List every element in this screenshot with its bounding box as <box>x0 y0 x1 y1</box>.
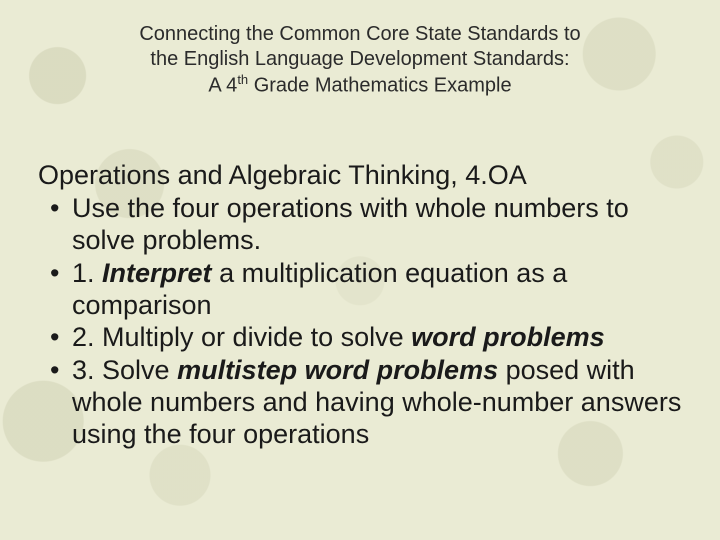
bullet-segment: 2. Multiply or divide to solve <box>72 322 411 352</box>
body-heading: Operations and Algebraic Thinking, 4.OA <box>38 159 682 191</box>
bullet-segment: multistep word problems <box>177 355 498 385</box>
list-item: 2. Multiply or divide to solve word prob… <box>38 322 682 354</box>
slide-body: Operations and Algebraic Thinking, 4.OA … <box>38 159 682 451</box>
list-item: 3. Solve multistep word problems posed w… <box>38 355 682 451</box>
slide-title: Connecting the Common Core State Standar… <box>80 22 640 99</box>
bullet-segment: word problems <box>411 322 605 352</box>
bullet-segment: 1. <box>72 258 102 288</box>
title-line-1: Connecting the Common Core State Standar… <box>80 22 640 47</box>
title-line-2: the English Language Development Standar… <box>80 47 640 72</box>
title-line-3-prefix: A 4 <box>208 75 237 97</box>
list-item: 1. Interpret a multiplication equation a… <box>38 258 682 322</box>
bullet-list: Use the four operations with whole numbe… <box>38 193 682 451</box>
bullet-segment: Use the four operations with whole numbe… <box>72 193 629 255</box>
title-line-3-suffix: Grade Mathematics Example <box>248 75 511 97</box>
bullet-segment: Interpret <box>102 258 212 288</box>
list-item: Use the four operations with whole numbe… <box>38 193 682 257</box>
title-line-3: A 4th Grade Mathematics Example <box>80 72 640 99</box>
title-line-3-ordinal: th <box>237 72 248 87</box>
slide: Connecting the Common Core State Standar… <box>0 0 720 540</box>
bullet-segment: 3. Solve <box>72 355 177 385</box>
